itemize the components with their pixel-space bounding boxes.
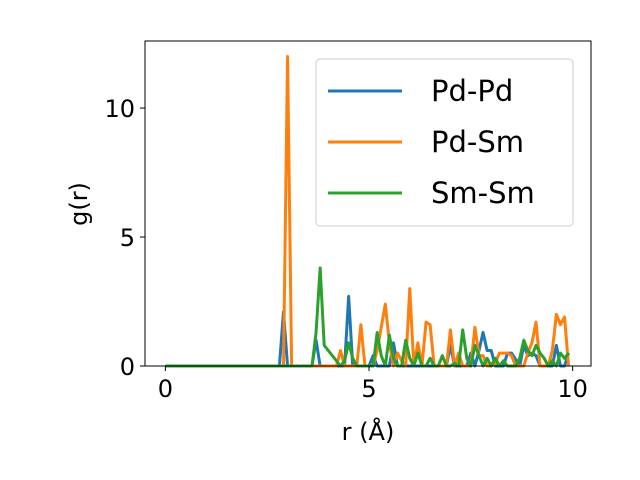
y-tick-label: 0 [120,353,135,381]
series-line-sm-sm [165,266,570,368]
y-axis-label: g(r) [65,182,93,226]
x-tick-label: 10 [557,375,588,403]
legend: Pd-Pd Pd-Sm Sm-Sm [315,58,574,227]
legend-box [315,58,574,227]
x-axis-label: r (Å) [342,417,395,446]
y-tick-label: 5 [120,224,135,252]
x-tick-label: 5 [361,375,376,403]
x-tick-label: 0 [158,375,173,403]
plot-frame [144,40,592,367]
legend-label-pd-pd: Pd-Pd [431,74,513,108]
series-line-pd-pd [165,294,571,368]
legend-label-pd-sm: Pd-Sm [431,125,524,159]
y-tick-label: 10 [104,95,135,123]
legend-label-sm-sm: Sm-Sm [431,176,535,210]
ticks-layer: 0 5 10 0 5 10 [104,95,587,403]
